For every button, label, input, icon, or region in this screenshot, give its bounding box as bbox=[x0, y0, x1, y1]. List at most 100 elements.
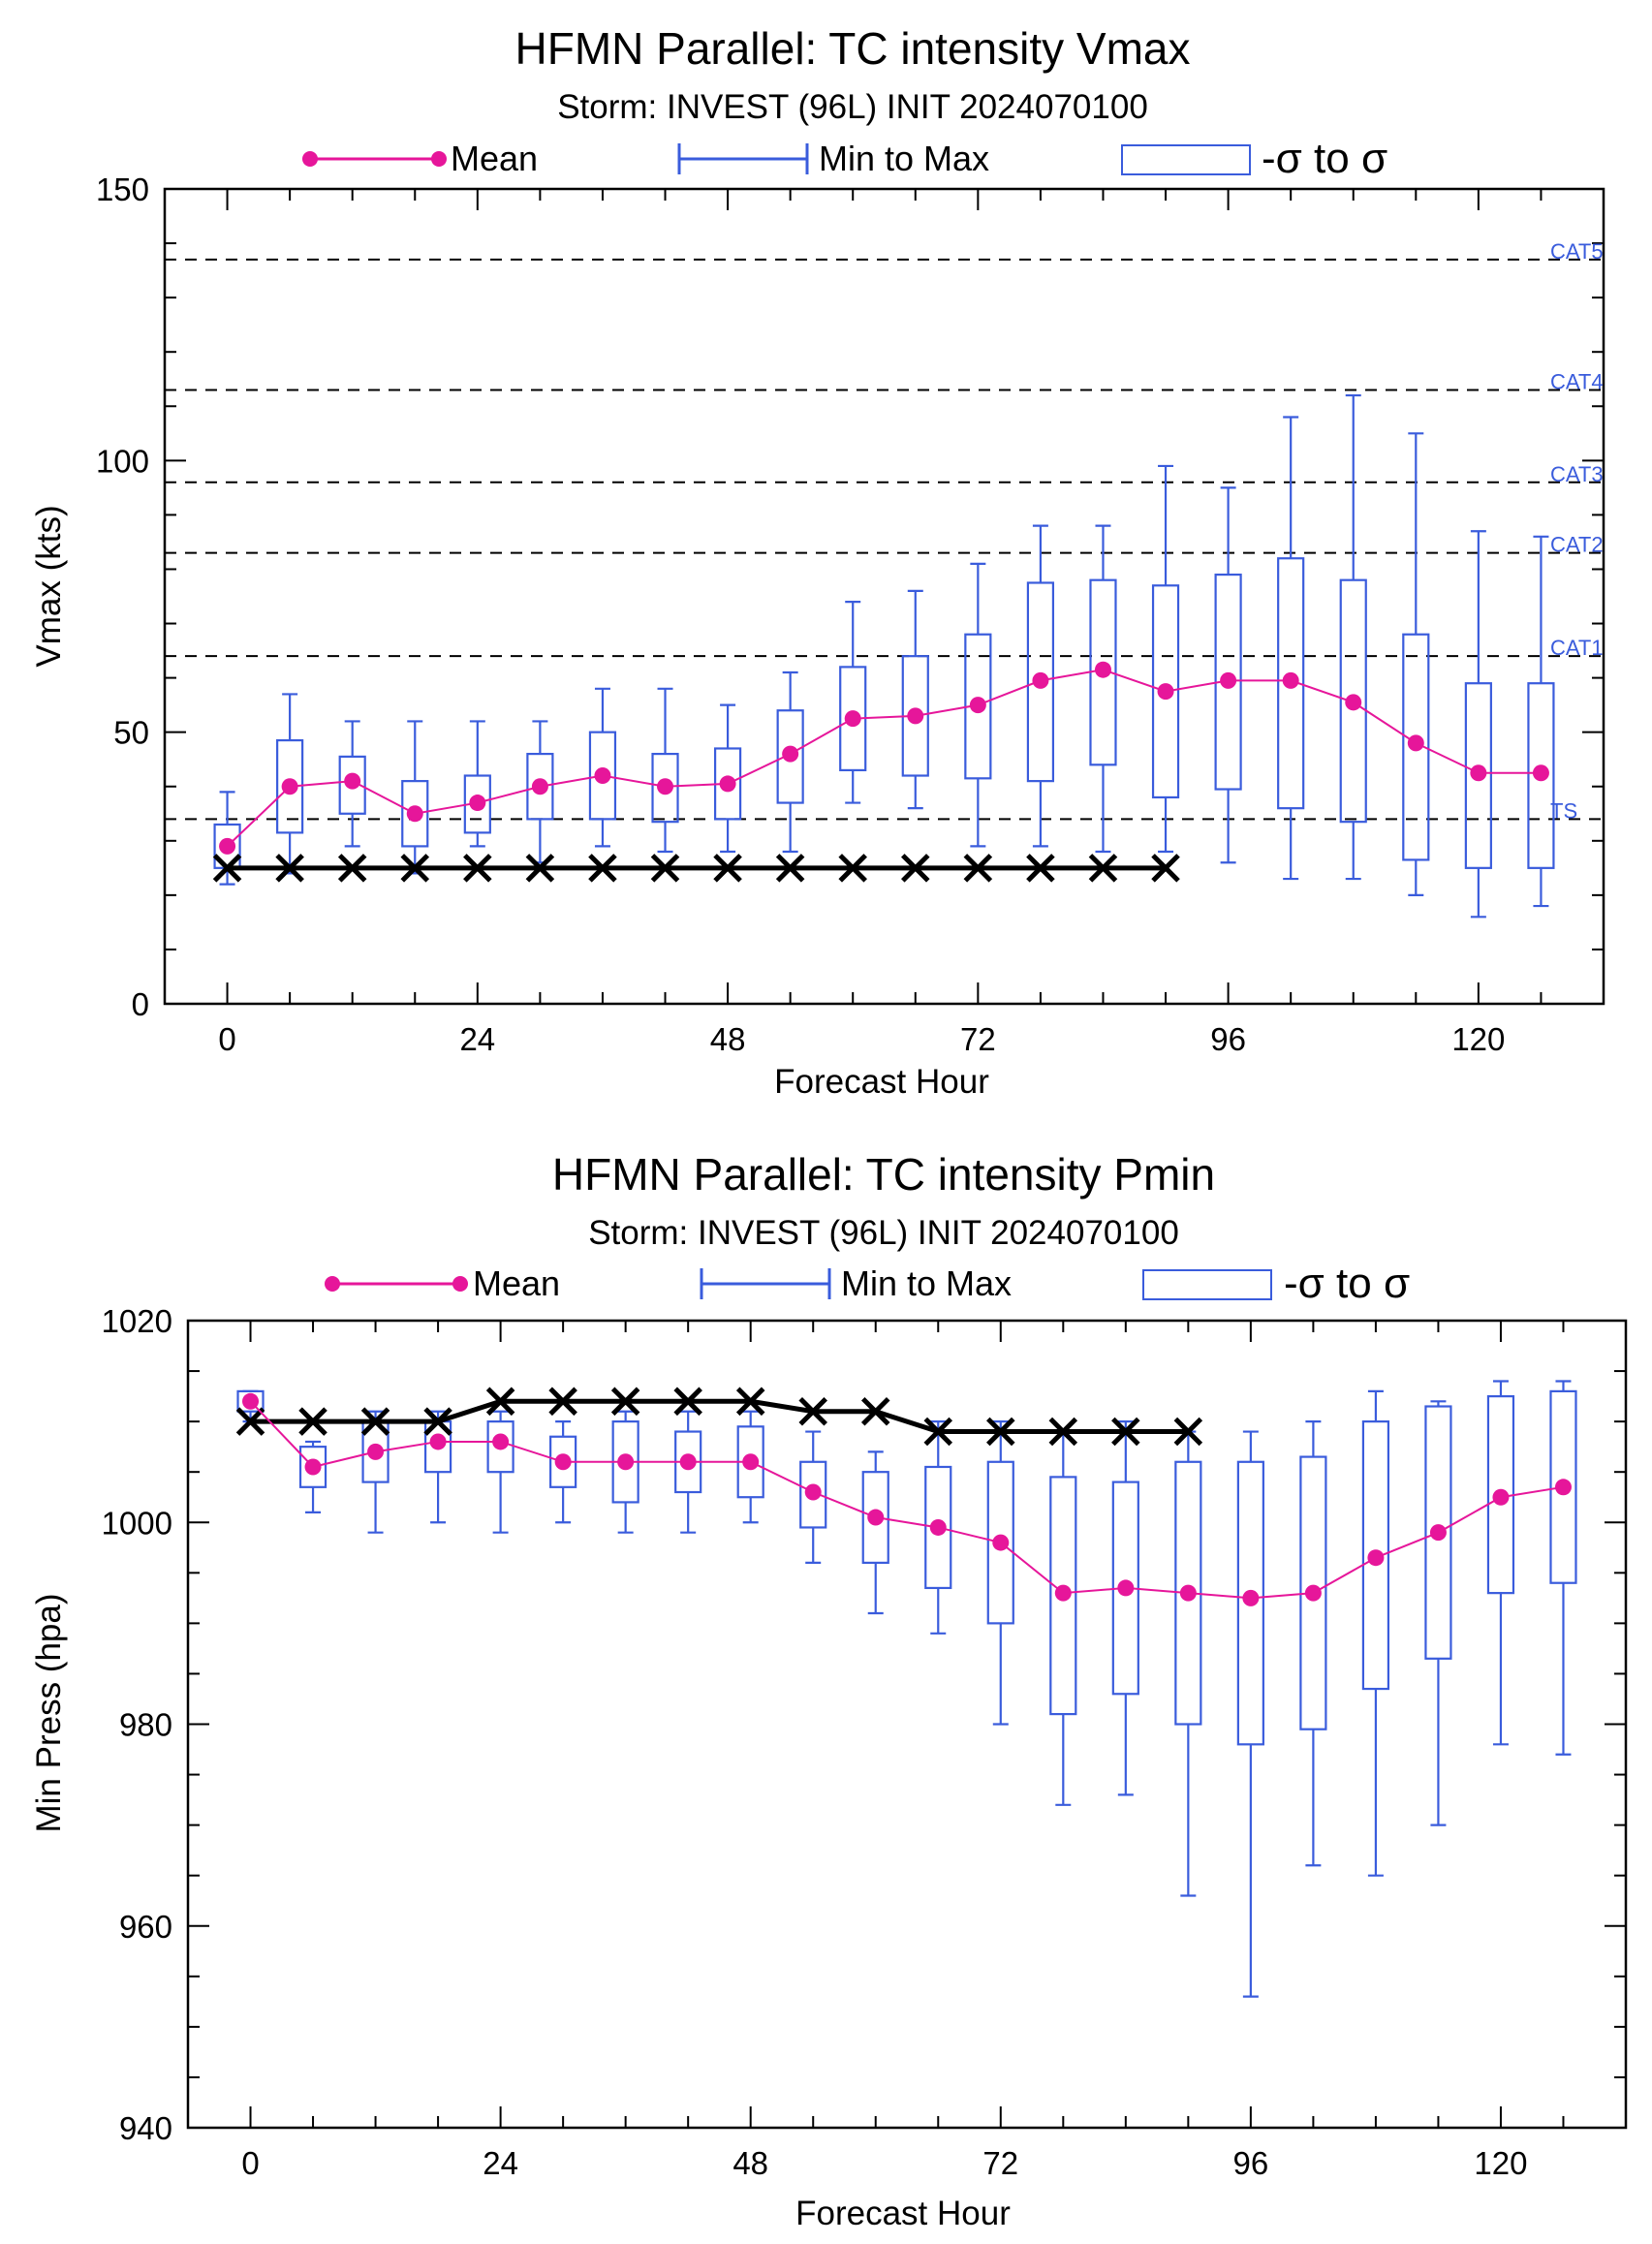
sigma-box bbox=[1527, 682, 1555, 869]
sigma-box bbox=[1236, 1460, 1264, 1746]
box-whisker bbox=[1299, 1420, 1327, 1867]
y-tick-label: 1000 bbox=[102, 1505, 172, 1541]
sigma-box bbox=[588, 731, 617, 821]
box-whisker bbox=[1174, 1430, 1202, 1897]
box-whisker bbox=[401, 720, 429, 875]
plot-frame bbox=[186, 1319, 1628, 2130]
sigma-box bbox=[799, 1460, 827, 1529]
legend-sigma-symbol bbox=[1121, 144, 1251, 175]
observed-marker-stroke bbox=[463, 854, 492, 883]
box-whisker bbox=[861, 1450, 889, 1615]
mean-point bbox=[219, 837, 236, 855]
observed-marker-stroke bbox=[298, 1407, 327, 1436]
x-tick-label: 0 bbox=[241, 2145, 259, 2181]
legend-range-symbol bbox=[677, 143, 809, 174]
mean-point bbox=[719, 775, 736, 793]
observed-marker-stroke bbox=[901, 854, 930, 883]
box-whisker bbox=[986, 1420, 1014, 1726]
mean-point bbox=[1304, 1584, 1322, 1602]
sigma-box bbox=[526, 752, 554, 821]
mean-point bbox=[344, 772, 361, 790]
mean-point bbox=[594, 767, 611, 785]
observed-marker bbox=[337, 854, 367, 883]
observed-marker-stroke bbox=[1151, 854, 1180, 883]
sigma-box bbox=[1339, 578, 1367, 824]
legend-sigma-symbol bbox=[1142, 1269, 1272, 1300]
observed-marker-stroke bbox=[588, 854, 617, 883]
mean-point bbox=[1054, 1584, 1072, 1602]
observed-marker-stroke bbox=[1111, 1417, 1140, 1447]
x-tick-label: 120 bbox=[1474, 2145, 1527, 2181]
legend-mean-symbol bbox=[325, 1276, 468, 1292]
observed-marker-stroke bbox=[775, 854, 805, 883]
box-whisker bbox=[588, 687, 617, 848]
observed-marker-stroke bbox=[986, 1417, 1015, 1447]
observed-marker bbox=[1026, 854, 1055, 883]
sigma-box bbox=[861, 1471, 889, 1565]
mean-point bbox=[1367, 1549, 1385, 1567]
mean-point bbox=[554, 1453, 572, 1471]
threshold-label: CAT4 bbox=[1550, 369, 1604, 393]
mean-point bbox=[1220, 671, 1237, 689]
y-tick-label: 150 bbox=[96, 171, 149, 207]
sigma-box bbox=[1402, 633, 1430, 861]
observed-marker bbox=[673, 1387, 702, 1417]
mean-point bbox=[742, 1453, 760, 1471]
mean-point bbox=[281, 778, 298, 795]
observed-marker bbox=[1048, 1417, 1078, 1447]
observed-marker-stroke bbox=[735, 1387, 765, 1417]
observed-marker bbox=[400, 854, 430, 883]
mean-point bbox=[844, 710, 861, 728]
sigma-box bbox=[276, 738, 304, 834]
mean-point bbox=[867, 1509, 885, 1526]
sigma-box bbox=[1111, 1480, 1139, 1696]
mean-line bbox=[226, 669, 1542, 848]
y-tick-label: 940 bbox=[119, 2110, 172, 2146]
observed-marker-stroke bbox=[1088, 854, 1118, 883]
sigma-box bbox=[1361, 1420, 1390, 1691]
box-whisker bbox=[549, 1420, 577, 1524]
y-tick-label: 50 bbox=[113, 715, 149, 751]
box-whisker bbox=[486, 1410, 514, 1534]
observed-line bbox=[250, 1398, 1189, 1435]
sigma-box bbox=[401, 780, 429, 848]
vmax-chart: HFMN Parallel: TC intensity Vmax Storm: … bbox=[30, 23, 1605, 1101]
observed-marker bbox=[525, 854, 555, 883]
observed-marker bbox=[860, 1396, 890, 1426]
x-axis-label: Forecast Hour bbox=[774, 1063, 989, 1101]
box-whisker bbox=[776, 670, 804, 854]
box-whisker bbox=[338, 720, 366, 848]
mean-point bbox=[907, 707, 924, 725]
x-tick-label: 96 bbox=[1210, 1021, 1246, 1057]
sigma-box bbox=[1049, 1476, 1077, 1716]
sigma-box bbox=[236, 1389, 265, 1413]
x-tick-label: 24 bbox=[459, 1021, 495, 1057]
chart-subtitle: Storm: INVEST (96L) INIT 2024070100 bbox=[588, 1214, 1179, 1252]
threshold-label: CAT3 bbox=[1550, 462, 1604, 486]
sigma-box bbox=[986, 1460, 1014, 1625]
sigma-box bbox=[338, 755, 366, 815]
observed-marker-stroke bbox=[798, 1396, 827, 1426]
observed-marker bbox=[275, 854, 304, 883]
sigma-box bbox=[1026, 581, 1055, 783]
box-whisker bbox=[1464, 530, 1492, 919]
observed-marker bbox=[1088, 854, 1118, 883]
threshold-label: TS bbox=[1550, 798, 1577, 823]
threshold-label: CAT5 bbox=[1550, 239, 1604, 264]
legend-sigma-label: -σ to σ bbox=[1262, 135, 1387, 182]
observed-marker-stroke bbox=[610, 1387, 640, 1417]
mean-point bbox=[1242, 1589, 1260, 1606]
box-whisker bbox=[799, 1430, 827, 1565]
x-tick-label: 24 bbox=[483, 2145, 518, 2181]
sigma-box bbox=[298, 1446, 327, 1488]
legend-range-symbol bbox=[700, 1268, 831, 1299]
observed-marker-stroke bbox=[650, 854, 680, 883]
y-tick-label: 100 bbox=[96, 443, 149, 479]
observed-marker-stroke bbox=[713, 854, 742, 883]
observed-marker bbox=[1111, 1417, 1140, 1447]
box-whisker bbox=[1486, 1380, 1515, 1746]
observed-marker-stroke bbox=[860, 1396, 890, 1426]
observed-marker bbox=[963, 854, 993, 883]
mean-point bbox=[679, 1453, 697, 1471]
box-whisker bbox=[1026, 524, 1055, 848]
